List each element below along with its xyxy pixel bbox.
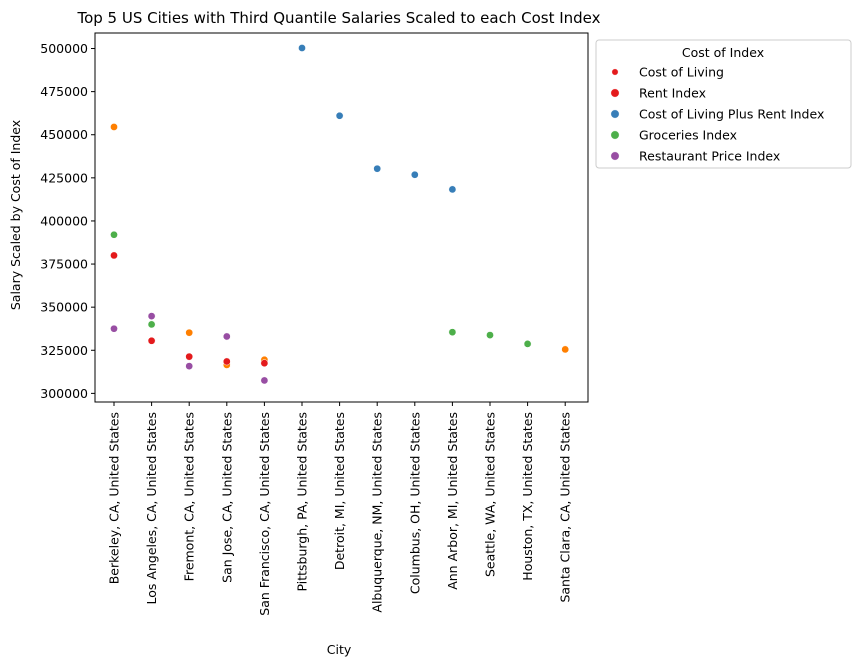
data-point bbox=[561, 345, 570, 354]
data-point bbox=[110, 324, 118, 333]
data-point bbox=[298, 44, 306, 52]
y-tick-label: 300000 bbox=[40, 386, 88, 401]
data-point bbox=[448, 328, 457, 337]
data-point bbox=[110, 123, 118, 131]
legend-marker bbox=[610, 109, 620, 119]
x-tick-label: San Jose, CA, United States bbox=[219, 412, 234, 583]
x-tick-label: Los Angeles, CA, United States bbox=[144, 412, 159, 604]
data-point bbox=[185, 362, 194, 370]
y-tick-label: 475000 bbox=[40, 84, 88, 99]
legend-label: Cost of Living Plus Rent Index bbox=[639, 107, 824, 122]
legend-title: Cost of Index bbox=[682, 45, 764, 60]
data-point bbox=[147, 312, 156, 320]
data-point bbox=[110, 230, 118, 239]
x-tick-label: Albuquerque, NM, United States bbox=[370, 412, 385, 613]
x-tick-label: Houston, TX, United States bbox=[520, 412, 535, 581]
data-point bbox=[147, 320, 156, 329]
data-point bbox=[110, 251, 118, 260]
legend-label: Restaurant Price Index bbox=[639, 149, 780, 164]
x-tick-label: Detroit, MI, United States bbox=[332, 412, 347, 570]
legend-marker bbox=[610, 130, 620, 140]
data-point bbox=[523, 340, 532, 348]
legend-marker bbox=[611, 68, 619, 76]
legend-marker bbox=[610, 151, 620, 161]
y-tick-label: 375000 bbox=[40, 257, 88, 272]
y-tick-label: 425000 bbox=[40, 170, 88, 185]
x-tick-label: Santa Clara, CA, United States bbox=[558, 412, 573, 603]
x-tick-label: Berkeley, CA, United States bbox=[107, 412, 122, 584]
x-tick-label: Seattle, WA, United States bbox=[483, 412, 498, 577]
x-axis-label: City bbox=[327, 642, 352, 657]
y-axis-label: Salary Scaled by Cost of Index bbox=[8, 120, 23, 310]
data-point bbox=[373, 164, 382, 173]
data-point bbox=[185, 328, 194, 337]
data-point bbox=[448, 185, 457, 194]
legend-label: Groceries Index bbox=[639, 128, 737, 143]
data-point bbox=[147, 336, 156, 345]
x-tick-label: Columbus, OH, United States bbox=[407, 412, 422, 594]
data-point bbox=[410, 170, 419, 179]
y-tick-label: 500000 bbox=[40, 41, 88, 56]
data-point bbox=[222, 332, 231, 341]
data-point bbox=[260, 376, 269, 385]
chart-title: Top 5 US Cities with Third Quantile Sala… bbox=[76, 9, 600, 27]
legend-label: Rent Index bbox=[639, 86, 706, 101]
y-tick-label: 325000 bbox=[40, 343, 88, 358]
data-point bbox=[335, 111, 344, 120]
x-tick-label: Fremont, CA, United States bbox=[182, 412, 197, 581]
data-point bbox=[185, 352, 194, 361]
x-tick-label: Ann Arbor, MI, United States bbox=[445, 412, 460, 590]
data-point bbox=[486, 331, 494, 339]
legend: Cost of Index Cost of Living Rent Index Co… bbox=[595, 39, 852, 169]
legend-marker bbox=[610, 88, 620, 98]
legend-label: Cost of Living bbox=[639, 65, 724, 80]
legend-box bbox=[595, 39, 852, 169]
y-tick-label: 350000 bbox=[40, 300, 88, 315]
plot-frame bbox=[94, 32, 589, 403]
data-point bbox=[222, 357, 231, 366]
x-tick-label: San Francisco, CA, United States bbox=[257, 412, 272, 616]
data-point bbox=[260, 359, 269, 368]
y-tick-label: 450000 bbox=[40, 127, 88, 142]
plot-area: 300000 325000 350000 375000 400000 425000 4500… bbox=[40, 32, 589, 616]
x-tick-label: Pittsburgh, PA, United States bbox=[295, 412, 310, 592]
y-tick-label: 400000 bbox=[40, 213, 88, 228]
